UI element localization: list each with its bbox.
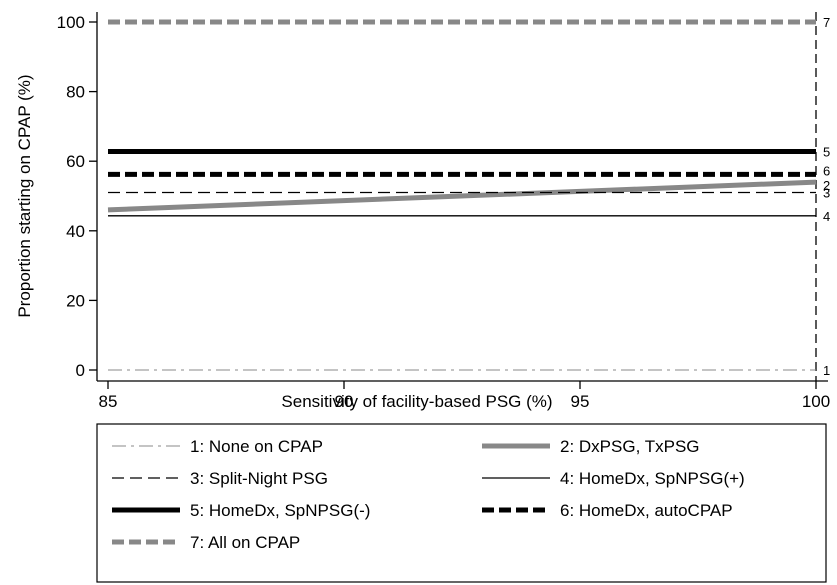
x-tick-label-100: 100	[802, 392, 830, 411]
series-end-label-7: 7	[823, 15, 830, 30]
legend-label-4: 4: HomeDx, SpNPSG(+)	[560, 469, 745, 488]
series-end-label-4: 4	[823, 209, 830, 224]
axes: 0 20 40 60 80 100 85 90 95 100	[57, 12, 830, 411]
series-end-label-2: 2	[823, 178, 830, 193]
x-tick-label-90: 90	[335, 392, 354, 411]
y-tick-label-0: 0	[76, 361, 85, 380]
y-tick-label-20: 20	[66, 291, 85, 310]
legend: 1: None on CPAP 2: DxPSG, TxPSG 3: Split-N…	[96, 423, 827, 583]
series-end-label-5: 5	[823, 144, 830, 159]
x-tick-label-95: 95	[571, 392, 590, 411]
y-tick-label-40: 40	[66, 222, 85, 241]
series-end-label-6: 6	[823, 163, 830, 178]
legend-box	[96, 423, 827, 583]
legend-label-7: 7: All on CPAP	[190, 533, 300, 552]
x-axis-title: Sensitivity of facility-based PSG (%)	[281, 392, 552, 411]
y-axis-title: Proportion starting on CPAP (%)	[15, 74, 34, 317]
legend-label-1: 1: None on CPAP	[190, 437, 323, 456]
legend-label-2: 2: DxPSG, TxPSG	[560, 437, 700, 456]
legend-label-6: 6: HomeDx, autoCPAP	[560, 501, 733, 520]
x-tick-label-85: 85	[99, 392, 118, 411]
y-tick-label-100: 100	[57, 13, 85, 32]
series-end-label-3: 3	[823, 186, 830, 201]
series-line-2	[107, 179, 817, 213]
y-tick-label-60: 60	[66, 152, 85, 171]
y-tick-label-80: 80	[66, 83, 85, 102]
legend-label-3: 3: Split-Night PSG	[190, 469, 328, 488]
series-end-label-1: 1	[823, 363, 830, 378]
legend-label-5: 5: HomeDx, SpNPSG(-)	[190, 501, 370, 520]
